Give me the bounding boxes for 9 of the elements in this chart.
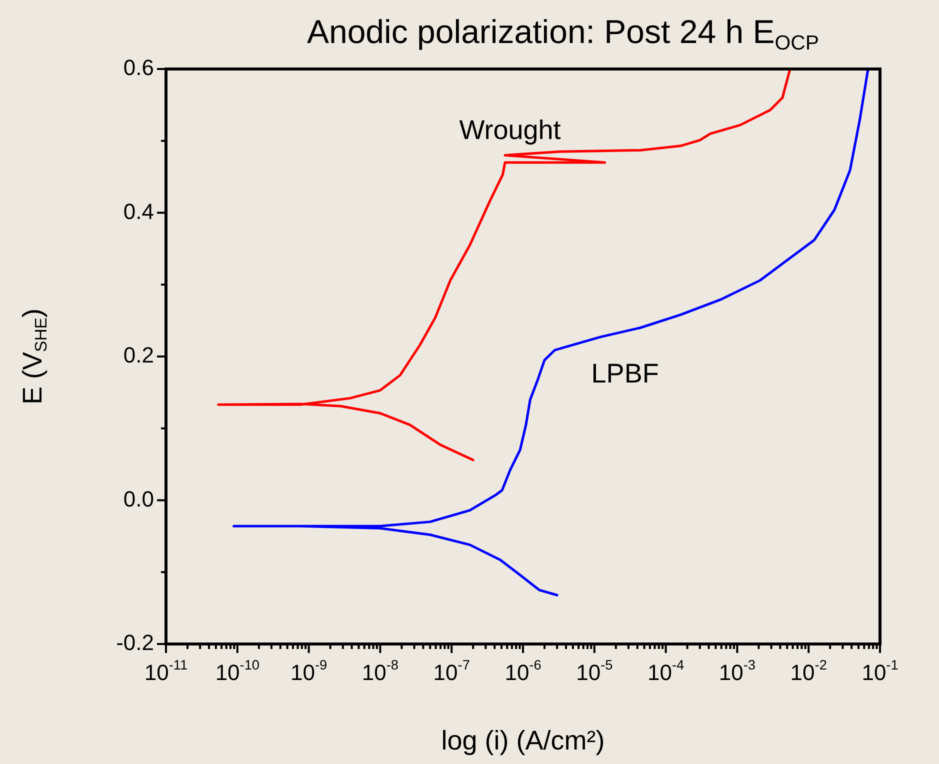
y-tick-label: 0.2 <box>123 342 154 368</box>
y-axis-title: E (VSHE) <box>17 308 51 404</box>
y-tick-label: 0.6 <box>123 55 154 80</box>
x-axis-title: log (i) (A/cm²) <box>441 725 605 756</box>
series-label: LPBF <box>591 358 659 389</box>
y-tick-label: 0.4 <box>123 198 154 224</box>
series-label: Wrought <box>459 115 562 146</box>
y-tick-label: 0.0 <box>123 486 154 512</box>
y-tick-label: -0.2 <box>116 630 154 656</box>
